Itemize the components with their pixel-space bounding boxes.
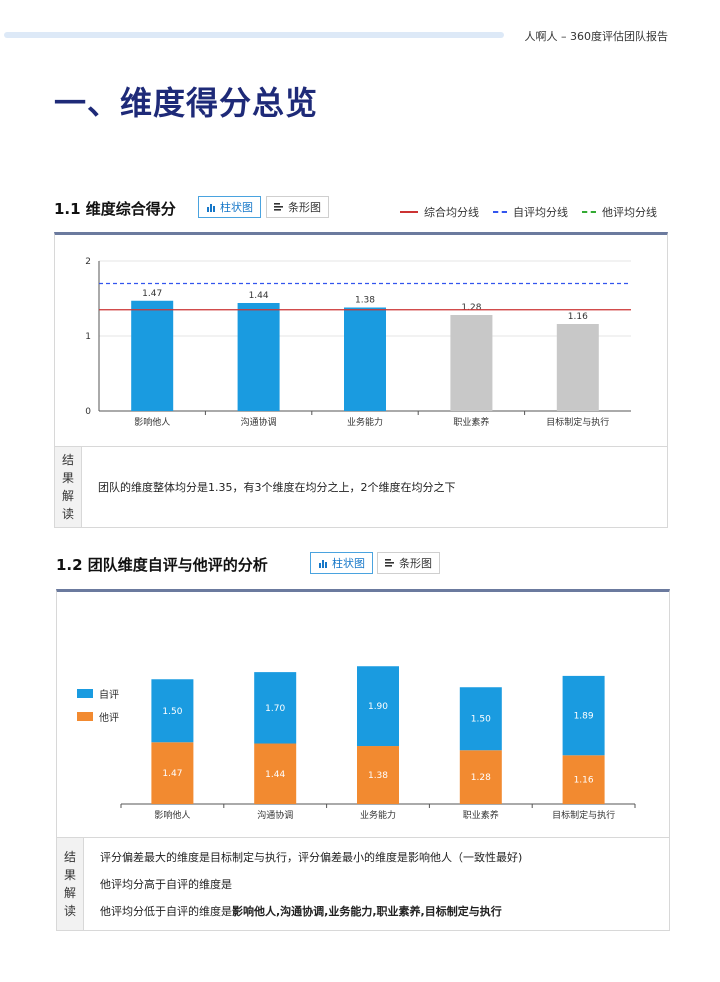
x-tick-label: 业务能力	[347, 416, 383, 428]
chart-panel-2: 1.47 1.50 影响他人 1.44 1.70 沟通协调 1.38 1.90 业务能力 1.28…	[56, 589, 670, 931]
data-label: 1.16	[574, 776, 594, 786]
y-tick-label: 0	[85, 407, 91, 417]
legend-label: 他评均分线	[602, 206, 657, 219]
legend-item-self: 自评	[77, 686, 119, 701]
y-tick-label: 2	[85, 257, 91, 267]
data-label: 1.44	[265, 770, 285, 780]
result-text: 评分偏差最大的维度是目标制定与执行，评分偏差最小的维度是影响他人（一致性最好) …	[84, 838, 669, 930]
tab-strip-chart-2[interactable]: 条形图	[377, 552, 440, 574]
bar-segment	[459, 687, 502, 751]
result-box-1: 结 果 解 读 团队的维度整体均分是1.35，有3个维度在均分之上，2个维度在均…	[55, 446, 667, 527]
tab-bar-chart-1[interactable]: 柱状图	[198, 196, 261, 218]
tab-label: 条形图	[288, 201, 321, 214]
data-label: 1.47	[162, 769, 182, 779]
section-title-2: 1.2 团队维度自评与他评的分析	[56, 556, 268, 574]
chart-legend-1: 综合均分线 自评均分线 他评均分线	[400, 204, 657, 220]
bar-segment	[459, 750, 502, 804]
list-icon	[385, 559, 394, 567]
bar-segment	[357, 746, 399, 804]
page-title: 一、维度得分总览	[54, 84, 319, 122]
x-tick-label: 影响他人	[134, 416, 170, 428]
list-icon	[274, 203, 283, 211]
bar-segment	[254, 743, 297, 804]
bar	[131, 300, 174, 411]
data-label: 1.38	[355, 296, 375, 306]
tab-label: 柱状图	[220, 201, 253, 214]
legend-item-others: 他评	[77, 709, 119, 724]
tab-label: 条形图	[399, 557, 432, 570]
x-tick-label: 业务能力	[360, 809, 396, 821]
bar-chart-icon	[207, 204, 215, 212]
header-bar	[4, 32, 504, 38]
result-label: 结 果 解 读	[57, 838, 84, 930]
data-label: 1.28	[461, 303, 481, 313]
data-label: 1.47	[142, 289, 162, 299]
bar-segment	[151, 742, 194, 804]
bar-segment	[254, 672, 297, 744]
bar-segment	[562, 675, 605, 756]
section-title-1: 1.1 维度综合得分	[54, 200, 176, 218]
composite-score-bar-chart: 0 1 2 1.47 影响他人 1.44 沟通协调 1.38 业务能力 1.28 职业素养 1.16 目…	[85, 257, 631, 428]
data-label: 1.50	[162, 707, 182, 717]
legend-swatch	[77, 689, 93, 698]
data-label: 1.44	[249, 291, 269, 301]
data-label: 1.89	[574, 712, 594, 722]
legend-label: 综合均分线	[424, 206, 479, 219]
legend-line-swatch	[582, 211, 596, 213]
bar	[237, 303, 280, 411]
y-tick-label: 1	[85, 332, 91, 342]
x-tick-label: 沟通协调	[241, 416, 277, 428]
legend-line-swatch	[400, 211, 418, 213]
bar-segment	[151, 679, 194, 743]
result-text: 团队的维度整体均分是1.35，有3个维度在均分之上，2个维度在均分之下	[82, 447, 667, 527]
legend-label: 他评	[99, 713, 119, 724]
data-label: 1.70	[265, 704, 285, 714]
self-vs-others-stacked-chart: 1.47 1.50 影响他人 1.44 1.70 沟通协调 1.38 1.90 业务能力 1.28…	[120, 666, 636, 821]
x-tick-label: 影响他人	[154, 809, 190, 821]
x-tick-label: 目标制定与执行	[552, 809, 615, 821]
result-box-2: 结 果 解 读 评分偏差最大的维度是目标制定与执行，评分偏差最小的维度是影响他人…	[57, 837, 669, 930]
legend-line-swatch	[493, 211, 507, 213]
bar	[344, 307, 386, 411]
bar	[450, 315, 493, 411]
bar-segment	[357, 666, 399, 747]
result-line: 他评均分高于自评的维度是	[100, 878, 232, 891]
result-line: 团队的维度整体均分是1.35，有3个维度在均分之上，2个维度在均分之下	[98, 481, 456, 494]
legend-label: 自评均分线	[513, 206, 568, 219]
report-title: 人啊人 – 360度评估团队报告	[524, 30, 669, 43]
x-tick-label: 职业素养	[453, 416, 489, 428]
chart-legend-2: 自评 他评	[77, 686, 119, 724]
tab-label: 柱状图	[332, 557, 365, 570]
x-tick-label: 沟通协调	[257, 809, 293, 821]
legend-swatch	[77, 712, 93, 721]
data-label: 1.90	[368, 702, 388, 712]
result-label: 结 果 解 读	[55, 447, 82, 527]
tab-bar-chart-2[interactable]: 柱状图	[310, 552, 373, 574]
bar	[556, 324, 599, 411]
chart-panel-1: 0 1 2 1.47 影响他人 1.44 沟通协调 1.38 业务能力 1.28 职业素养 1.16 目…	[54, 232, 668, 528]
legend-label: 自评	[99, 690, 119, 701]
tab-strip-chart-1[interactable]: 条形图	[266, 196, 329, 218]
bar-segment	[562, 755, 605, 804]
data-label: 1.38	[368, 771, 388, 781]
x-tick-label: 目标制定与执行	[546, 416, 609, 428]
bar-chart-icon	[319, 560, 327, 568]
result-line: 评分偏差最大的维度是目标制定与执行，评分偏差最小的维度是影响他人（一致性最好)	[100, 851, 523, 864]
data-label: 1.16	[568, 312, 588, 322]
x-tick-label: 职业素养	[463, 809, 499, 821]
data-label: 1.28	[471, 773, 491, 783]
data-label: 1.50	[471, 715, 491, 725]
result-line: 他评均分低于自评的维度是影响他人,沟通协调,业务能力,职业素养,目标制定与执行	[100, 905, 502, 918]
